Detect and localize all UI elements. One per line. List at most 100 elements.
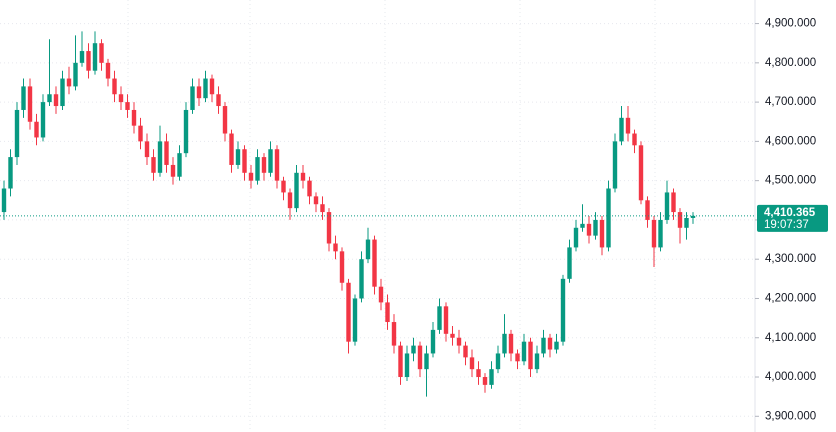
candle-body	[60, 78, 65, 107]
candle-body	[606, 188, 611, 248]
candle-body	[170, 164, 176, 177]
candle-body	[27, 86, 33, 122]
candle-body	[372, 239, 377, 287]
y-tick-label: 4,600.000	[765, 135, 816, 147]
candle-body	[437, 306, 442, 330]
candle-body	[411, 345, 416, 354]
candle-body	[40, 102, 46, 138]
candle-body	[14, 109, 20, 158]
candle-body	[346, 282, 351, 342]
candle-body	[222, 106, 228, 134]
candle-body	[651, 219, 657, 248]
candle-body	[482, 377, 488, 385]
candle-body	[229, 133, 234, 165]
candle-body	[677, 212, 683, 228]
candle-body	[209, 78, 215, 95]
candle-body	[476, 369, 481, 378]
candle-body	[79, 51, 85, 63]
candle-body	[92, 43, 98, 71]
candle-body	[157, 141, 163, 173]
candle-body	[619, 117, 624, 142]
candle-body	[378, 286, 384, 303]
candle-body	[632, 133, 637, 146]
candle-body	[567, 247, 572, 279]
candle-body	[112, 78, 117, 95]
candle-body	[216, 94, 221, 107]
candle-body	[463, 345, 468, 358]
candle-body	[281, 180, 286, 193]
candle-body	[34, 121, 39, 138]
candle-body	[183, 109, 189, 154]
y-tick-label: 4,800.000	[765, 57, 816, 69]
candle-body	[99, 43, 104, 63]
candle-body	[287, 192, 293, 209]
candle-body	[547, 337, 553, 350]
y-tick-label: 4,500.000	[765, 175, 816, 187]
y-tick-label: 4,700.000	[765, 96, 816, 108]
candle-body	[430, 329, 436, 354]
candle-body	[8, 157, 13, 189]
candle-body	[625, 117, 631, 134]
candle-body	[684, 217, 689, 228]
candle-body	[138, 125, 143, 142]
candle-body	[391, 322, 397, 346]
candle-body	[248, 172, 254, 181]
candle-body	[690, 215, 696, 218]
candle-body	[521, 341, 527, 362]
candle-body	[580, 223, 585, 228]
candle-body	[320, 204, 325, 213]
candle-body	[599, 219, 605, 248]
candle-body	[443, 306, 449, 334]
y-tick-label: 4,100.000	[765, 332, 816, 344]
candle-body	[177, 153, 182, 177]
candle-body	[586, 223, 592, 236]
candle-body	[47, 94, 52, 103]
candle-body	[73, 62, 78, 87]
y-tick-label: 4,300.000	[765, 253, 816, 265]
candle-body	[151, 157, 156, 173]
candle-body	[131, 109, 137, 126]
y-tick-label: 4,900.000	[765, 18, 816, 30]
candle-body	[638, 145, 644, 201]
candle-body	[404, 353, 410, 378]
candle-body	[164, 141, 169, 165]
candle-body	[534, 353, 540, 370]
candle-body	[66, 78, 72, 87]
candle-body	[268, 149, 273, 173]
candle-body	[541, 337, 546, 354]
candle-body	[554, 341, 559, 350]
candle-body	[450, 333, 455, 338]
candle-body	[502, 333, 507, 354]
candle-body	[125, 102, 130, 110]
candle-body	[489, 369, 494, 385]
candle-body	[495, 353, 501, 370]
candle-body	[333, 243, 338, 252]
candle-body	[365, 239, 371, 260]
candle-body	[352, 298, 358, 342]
candle-body	[339, 251, 345, 283]
candle-body	[593, 219, 598, 236]
candle-body	[203, 78, 208, 99]
candle-body	[424, 353, 429, 370]
candle-body	[300, 172, 306, 181]
candle-body	[469, 357, 475, 370]
candle-body	[86, 51, 91, 71]
candle-body	[307, 180, 312, 197]
candle-body	[385, 302, 390, 323]
candle-body	[255, 157, 260, 181]
candle-body	[235, 149, 241, 165]
candle-body	[508, 333, 514, 354]
last-price-box	[757, 204, 828, 232]
candle-body	[190, 86, 195, 110]
candle-body	[658, 219, 663, 248]
candle-body	[359, 259, 364, 299]
candle-body	[21, 86, 26, 110]
candle-body	[196, 86, 202, 99]
candle-body	[294, 172, 299, 209]
candle-body	[105, 62, 111, 79]
candle-body	[456, 337, 462, 346]
candle-body	[645, 200, 650, 220]
candle-body	[573, 227, 579, 248]
candle-body	[274, 149, 280, 181]
candle-body	[326, 212, 332, 244]
